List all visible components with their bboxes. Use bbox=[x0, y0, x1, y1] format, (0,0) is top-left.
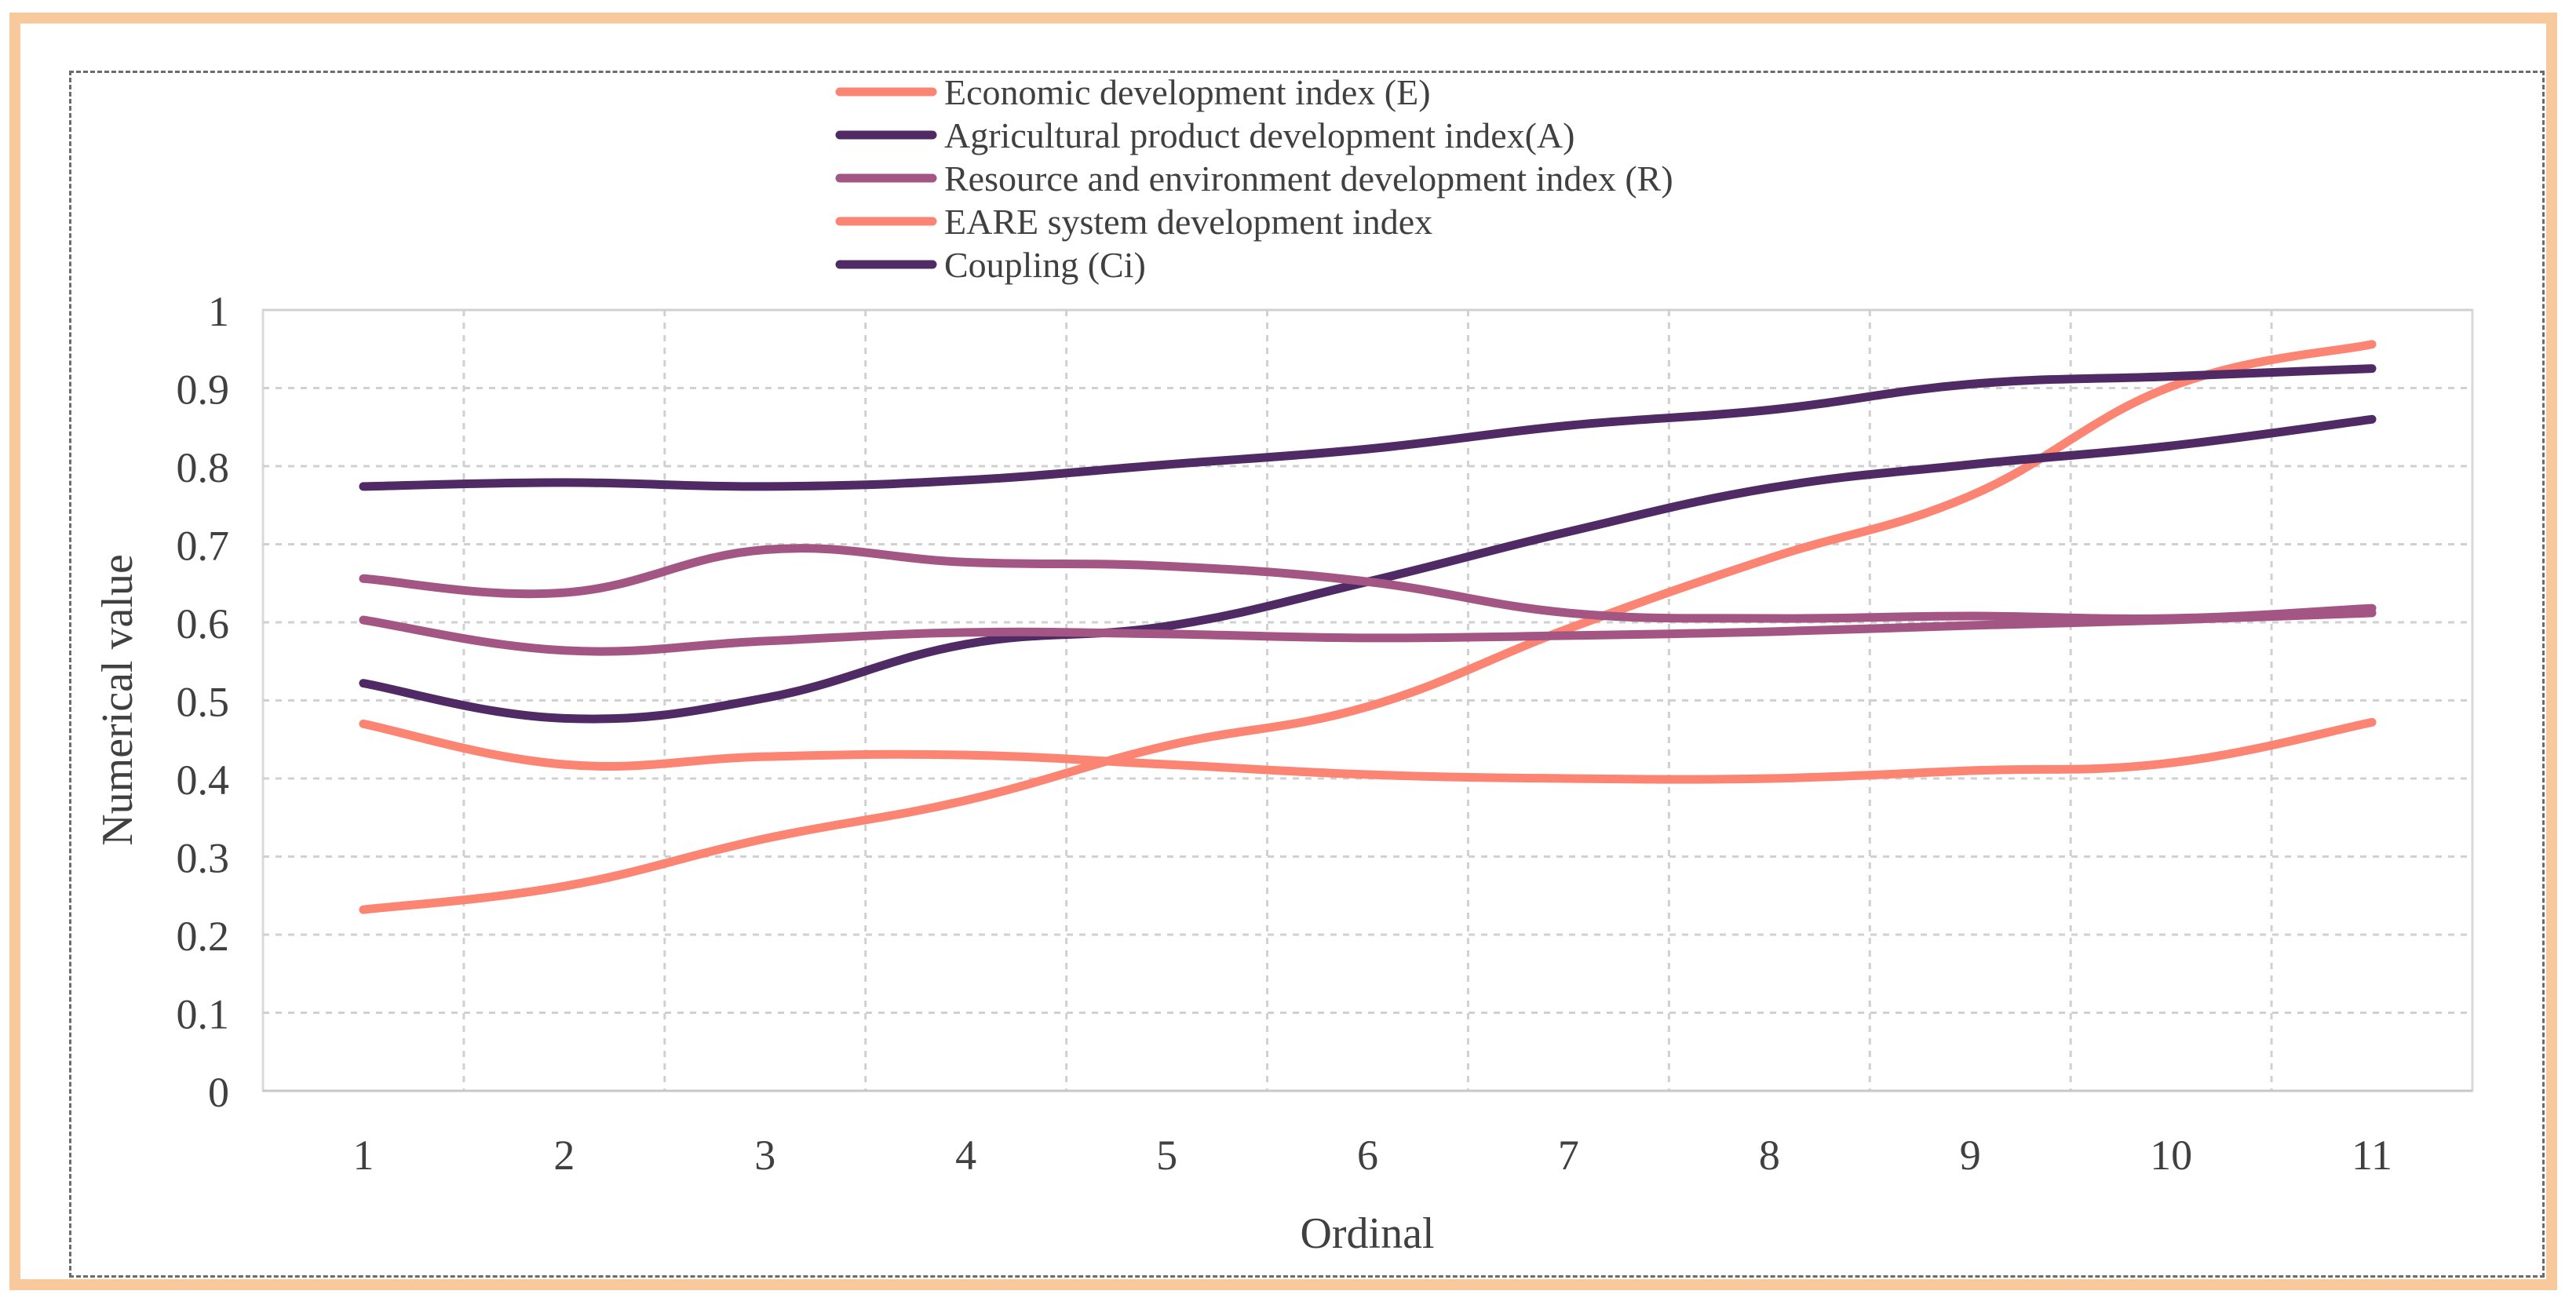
series-line-2 bbox=[359, 544, 2377, 623]
x-tick-label: 6 bbox=[1357, 1132, 1378, 1179]
y-tick-label: 0.4 bbox=[177, 757, 230, 804]
legend-label: Coupling (Ci) bbox=[944, 245, 1146, 285]
x-axis-label: Ordinal bbox=[1300, 1209, 1434, 1258]
y-tick-label: 0.6 bbox=[177, 600, 230, 647]
x-tick-label: 8 bbox=[1759, 1132, 1780, 1179]
x-tick-label: 1 bbox=[352, 1132, 374, 1179]
x-tick-label: 2 bbox=[553, 1132, 575, 1179]
axes: 00.10.20.30.40.50.60.70.80.911 2 3 4 5 6 7 8 9 10… bbox=[177, 288, 2472, 1179]
x-tick-label: 9 bbox=[1960, 1132, 1981, 1179]
legend-label: EARE system development index bbox=[944, 202, 1432, 242]
y-axis-label: Numerical value bbox=[93, 554, 142, 846]
legend-label: Resource and environment development ind… bbox=[944, 159, 1673, 199]
y-tick-label: 0.8 bbox=[177, 444, 230, 491]
grid-lines bbox=[263, 308, 2472, 1091]
y-tick-label: 0.1 bbox=[177, 991, 230, 1038]
y-tick-label: 0.2 bbox=[177, 913, 230, 960]
y-tick-label: 0.3 bbox=[177, 835, 230, 882]
y-tick-label: 0.9 bbox=[177, 366, 230, 414]
x-tick-label: 3 bbox=[754, 1132, 775, 1179]
series-line-5 bbox=[359, 608, 2377, 656]
x-tick-label: 7 bbox=[1558, 1132, 1579, 1179]
chart-container bbox=[69, 71, 2545, 1278]
legend-label: Economic development index (E) bbox=[944, 72, 1431, 112]
legend-label: Agricultural product development index(A… bbox=[944, 115, 1574, 155]
y-tick-label: 0.7 bbox=[177, 523, 230, 570]
x-tick-label: 10 bbox=[2150, 1132, 2192, 1179]
x-tick-label: 4 bbox=[955, 1132, 976, 1179]
y-tick-label: 0.5 bbox=[177, 679, 230, 726]
series-line-4 bbox=[359, 364, 2377, 491]
series-lines bbox=[359, 340, 2377, 914]
outer-frame bbox=[9, 13, 2557, 1290]
y-tick-label: 0 bbox=[208, 1069, 229, 1116]
x-tick-label: 5 bbox=[1156, 1132, 1177, 1179]
x-tick-label: 11 bbox=[2352, 1132, 2392, 1179]
legend: Economic development index (E)Agricultur… bbox=[835, 72, 1673, 285]
y-tick-label: 1 bbox=[208, 288, 229, 335]
series-line-3 bbox=[359, 717, 2377, 784]
